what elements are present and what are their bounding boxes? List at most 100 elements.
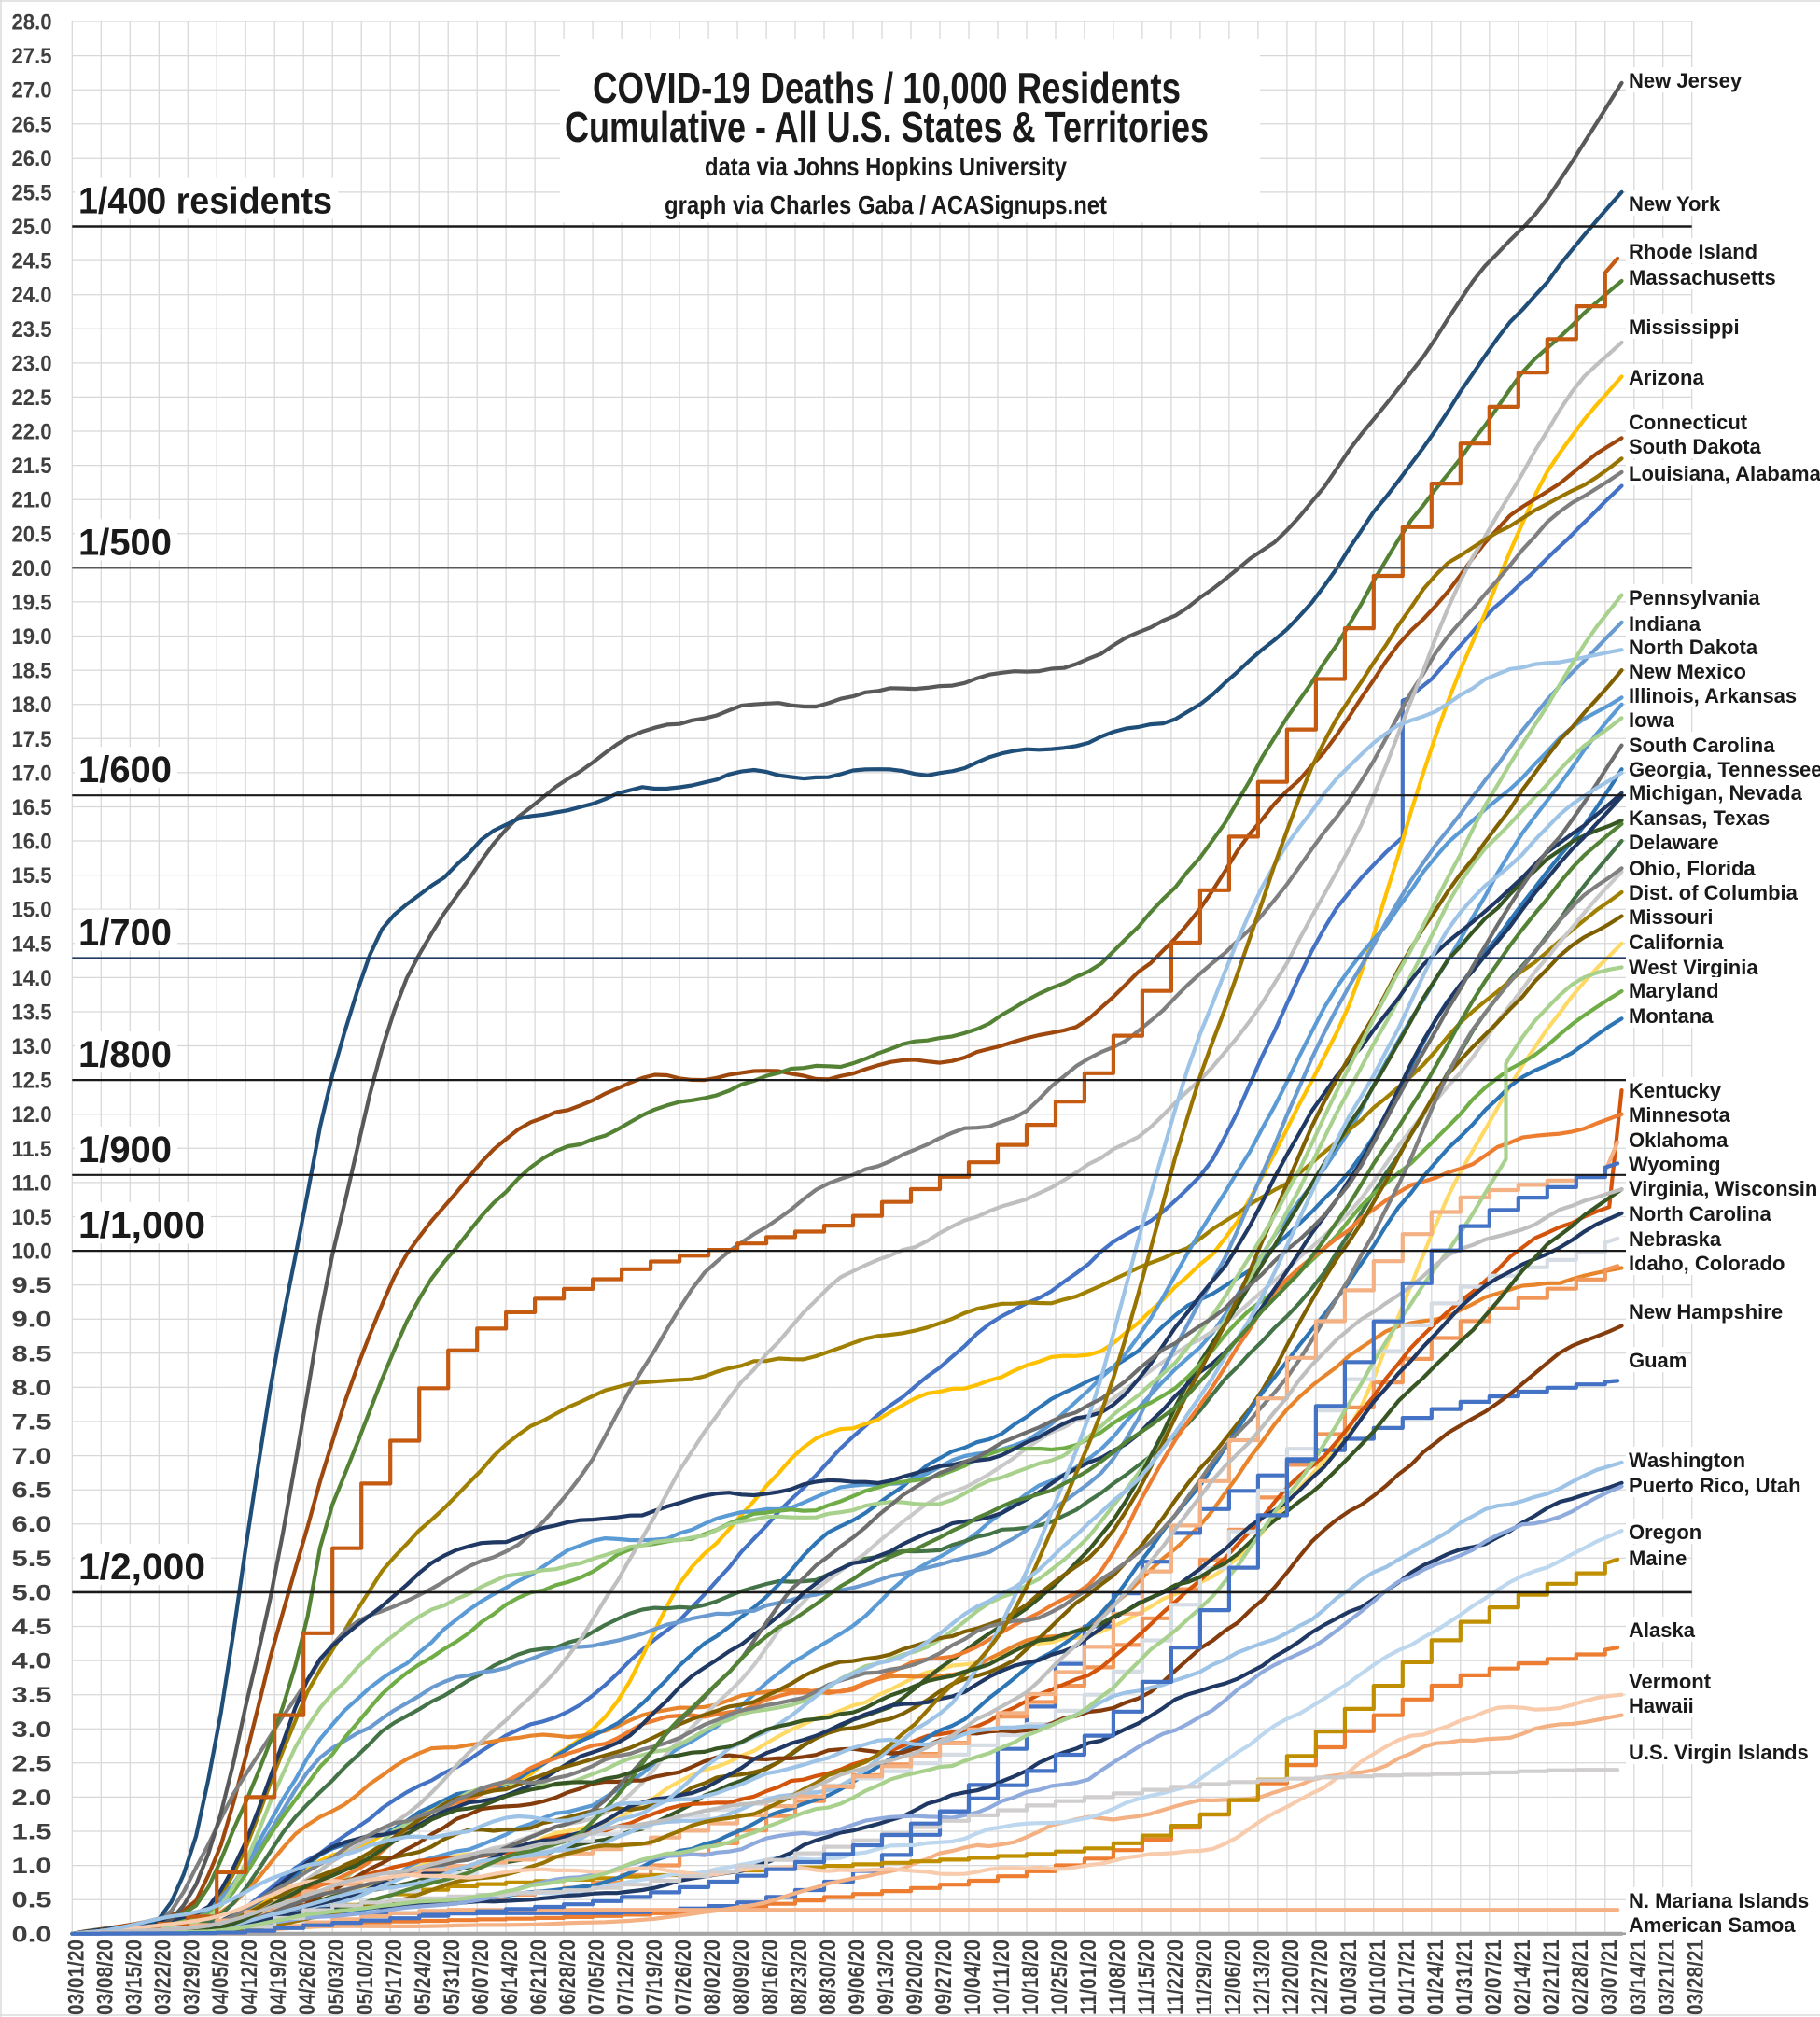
svg-text:Delaware: Delaware bbox=[1629, 831, 1719, 854]
svg-text:South Carolina: South Carolina bbox=[1629, 734, 1775, 757]
svg-text:9.0: 9.0 bbox=[12, 1308, 52, 1333]
svg-text:26.0: 26.0 bbox=[12, 147, 52, 172]
svg-text:23.5: 23.5 bbox=[12, 317, 52, 343]
svg-text:Maryland: Maryland bbox=[1629, 979, 1719, 1002]
svg-text:6.5: 6.5 bbox=[12, 1478, 52, 1504]
svg-text:Minnesota: Minnesota bbox=[1629, 1103, 1731, 1127]
svg-text:12.5: 12.5 bbox=[12, 1069, 52, 1094]
svg-text:03/29/20: 03/29/20 bbox=[179, 1940, 204, 2015]
svg-text:Ohio, Florida: Ohio, Florida bbox=[1629, 857, 1756, 880]
svg-text:18.0: 18.0 bbox=[12, 693, 52, 718]
svg-text:02/14/21: 02/14/21 bbox=[1510, 1940, 1535, 2015]
svg-text:03/15/20: 03/15/20 bbox=[121, 1940, 147, 2015]
svg-text:05/17/20: 05/17/20 bbox=[382, 1940, 407, 2015]
svg-text:11/29/20: 11/29/20 bbox=[1192, 1940, 1217, 2015]
svg-text:3.0: 3.0 bbox=[12, 1717, 52, 1743]
svg-text:Arizona: Arizona bbox=[1629, 366, 1704, 389]
svg-text:04/05/20: 04/05/20 bbox=[208, 1940, 233, 2015]
svg-text:South Dakota: South Dakota bbox=[1629, 435, 1762, 458]
svg-text:24.5: 24.5 bbox=[12, 249, 52, 274]
svg-text:Louisiana, Alabama: Louisiana, Alabama bbox=[1629, 462, 1820, 485]
svg-text:New Hampshire: New Hampshire bbox=[1629, 1300, 1783, 1324]
svg-text:01/31/21: 01/31/21 bbox=[1452, 1940, 1477, 2015]
svg-text:West Virginia: West Virginia bbox=[1629, 956, 1758, 979]
svg-text:10/18/20: 10/18/20 bbox=[1018, 1940, 1043, 2015]
svg-text:New Jersey: New Jersey bbox=[1629, 69, 1743, 92]
svg-text:10/25/20: 10/25/20 bbox=[1047, 1940, 1072, 2015]
svg-text:06/28/20: 06/28/20 bbox=[555, 1940, 581, 2015]
svg-text:11.0: 11.0 bbox=[12, 1170, 52, 1196]
svg-text:Michigan, Nevada: Michigan, Nevada bbox=[1629, 781, 1803, 805]
svg-text:15.0: 15.0 bbox=[12, 898, 52, 923]
svg-text:08/23/20: 08/23/20 bbox=[787, 1940, 812, 2015]
svg-text:Idaho, Colorado: Idaho, Colorado bbox=[1629, 1252, 1785, 1275]
svg-text:Nebraska: Nebraska bbox=[1629, 1227, 1722, 1251]
svg-text:11.5: 11.5 bbox=[12, 1137, 52, 1162]
svg-text:Connecticut: Connecticut bbox=[1629, 411, 1748, 434]
svg-text:Washington: Washington bbox=[1629, 1449, 1745, 1472]
svg-text:04/26/20: 04/26/20 bbox=[295, 1940, 320, 2015]
svg-text:12/20/20: 12/20/20 bbox=[1279, 1940, 1304, 2015]
svg-text:Dist. of Columbia: Dist. of Columbia bbox=[1629, 881, 1799, 904]
svg-text:1/400 residents: 1/400 residents bbox=[78, 181, 332, 222]
svg-text:Maine: Maine bbox=[1629, 1547, 1687, 1570]
svg-text:08/09/20: 08/09/20 bbox=[729, 1940, 754, 2015]
svg-text:07/26/20: 07/26/20 bbox=[671, 1940, 696, 2015]
svg-text:Wyoming: Wyoming bbox=[1629, 1153, 1721, 1176]
svg-text:COVID-19 Deaths / 10,000 Resid: COVID-19 Deaths / 10,000 Residents bbox=[593, 63, 1181, 112]
svg-text:08/30/20: 08/30/20 bbox=[816, 1940, 841, 2015]
svg-text:05/31/20: 05/31/20 bbox=[440, 1940, 465, 2015]
svg-text:06/07/20: 06/07/20 bbox=[469, 1940, 494, 2015]
svg-text:28.0: 28.0 bbox=[12, 10, 52, 35]
svg-text:14.0: 14.0 bbox=[12, 966, 52, 991]
svg-text:Vermont: Vermont bbox=[1629, 1670, 1712, 1693]
svg-text:N. Mariana Islands: N. Mariana Islands bbox=[1629, 1889, 1809, 1912]
svg-text:19.0: 19.0 bbox=[12, 624, 52, 650]
svg-text:20.5: 20.5 bbox=[12, 522, 52, 547]
svg-text:Puerto Rico, Utah: Puerto Rico, Utah bbox=[1629, 1474, 1801, 1497]
svg-text:03/08/20: 03/08/20 bbox=[92, 1940, 118, 2015]
svg-text:California: California bbox=[1629, 931, 1724, 954]
svg-text:11/15/20: 11/15/20 bbox=[1134, 1940, 1159, 2015]
svg-text:1/1,000: 1/1,000 bbox=[78, 1205, 205, 1246]
svg-text:27.5: 27.5 bbox=[12, 44, 52, 69]
svg-text:Indiana: Indiana bbox=[1629, 612, 1701, 636]
svg-text:05/24/20: 05/24/20 bbox=[411, 1940, 436, 2015]
svg-text:0.0: 0.0 bbox=[12, 1922, 52, 1947]
svg-text:3.5: 3.5 bbox=[12, 1683, 52, 1708]
svg-text:North Dakota: North Dakota bbox=[1629, 636, 1758, 659]
svg-text:1/700: 1/700 bbox=[78, 913, 172, 954]
svg-text:09/27/20: 09/27/20 bbox=[931, 1940, 957, 2015]
svg-text:01/17/21: 01/17/21 bbox=[1394, 1940, 1420, 2015]
svg-text:1/600: 1/600 bbox=[78, 749, 172, 791]
svg-text:21.0: 21.0 bbox=[12, 488, 52, 513]
svg-text:New Mexico: New Mexico bbox=[1629, 660, 1746, 683]
svg-text:Oregon: Oregon bbox=[1629, 1520, 1701, 1544]
svg-text:12/27/20: 12/27/20 bbox=[1308, 1940, 1333, 2015]
svg-text:06/14/20: 06/14/20 bbox=[497, 1940, 523, 2015]
svg-text:Virginia, Wisconsin: Virginia, Wisconsin bbox=[1629, 1177, 1817, 1200]
svg-text:10.5: 10.5 bbox=[12, 1205, 52, 1230]
svg-text:5.5: 5.5 bbox=[12, 1547, 52, 1572]
svg-text:20.0: 20.0 bbox=[12, 556, 52, 581]
svg-text:16.5: 16.5 bbox=[12, 795, 52, 820]
svg-text:18.5: 18.5 bbox=[12, 659, 52, 684]
svg-text:03/01/20: 03/01/20 bbox=[63, 1940, 89, 2015]
svg-text:10/04/20: 10/04/20 bbox=[960, 1940, 986, 2015]
svg-text:12/13/20: 12/13/20 bbox=[1250, 1940, 1275, 2015]
svg-text:17.0: 17.0 bbox=[12, 761, 52, 786]
svg-text:02/21/21: 02/21/21 bbox=[1539, 1940, 1564, 2015]
svg-text:07/19/20: 07/19/20 bbox=[642, 1940, 667, 2015]
svg-text:5.0: 5.0 bbox=[12, 1580, 52, 1605]
svg-text:15.5: 15.5 bbox=[12, 863, 52, 889]
svg-text:4.0: 4.0 bbox=[12, 1649, 52, 1674]
svg-text:03/28/21: 03/28/21 bbox=[1684, 1940, 1709, 2015]
svg-text:04/12/20: 04/12/20 bbox=[237, 1940, 262, 2015]
svg-text:1/500: 1/500 bbox=[78, 522, 172, 563]
svg-text:07/12/20: 07/12/20 bbox=[613, 1940, 638, 2015]
svg-text:10/11/20: 10/11/20 bbox=[989, 1940, 1015, 2015]
svg-text:7.0: 7.0 bbox=[12, 1444, 52, 1469]
svg-text:1.0: 1.0 bbox=[12, 1854, 52, 1879]
svg-text:Rhode Island: Rhode Island bbox=[1629, 240, 1757, 263]
svg-text:10.0: 10.0 bbox=[12, 1240, 52, 1265]
